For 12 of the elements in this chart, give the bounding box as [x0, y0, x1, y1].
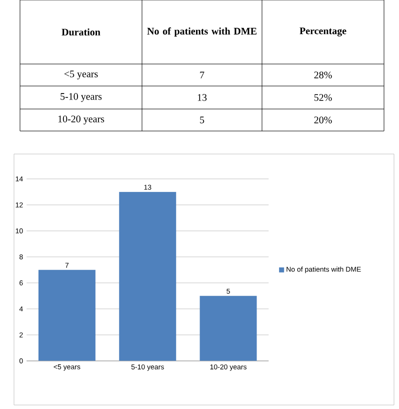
category-label: 5-10 years — [60, 93, 102, 102]
text: No of patients with DME — [147, 27, 256, 37]
text: 20% — [314, 116, 332, 124]
text: Percentage — [300, 28, 346, 36]
text: 28% — [314, 72, 332, 78]
text: Duration — [62, 28, 100, 36]
text: 52% — [314, 94, 332, 101]
category-label: <5 years — [64, 70, 98, 80]
text: 7 — [200, 72, 204, 78]
text: 5 — [200, 116, 204, 124]
text: 13 — [198, 94, 207, 101]
category-label: 10-20 years — [58, 116, 104, 124]
